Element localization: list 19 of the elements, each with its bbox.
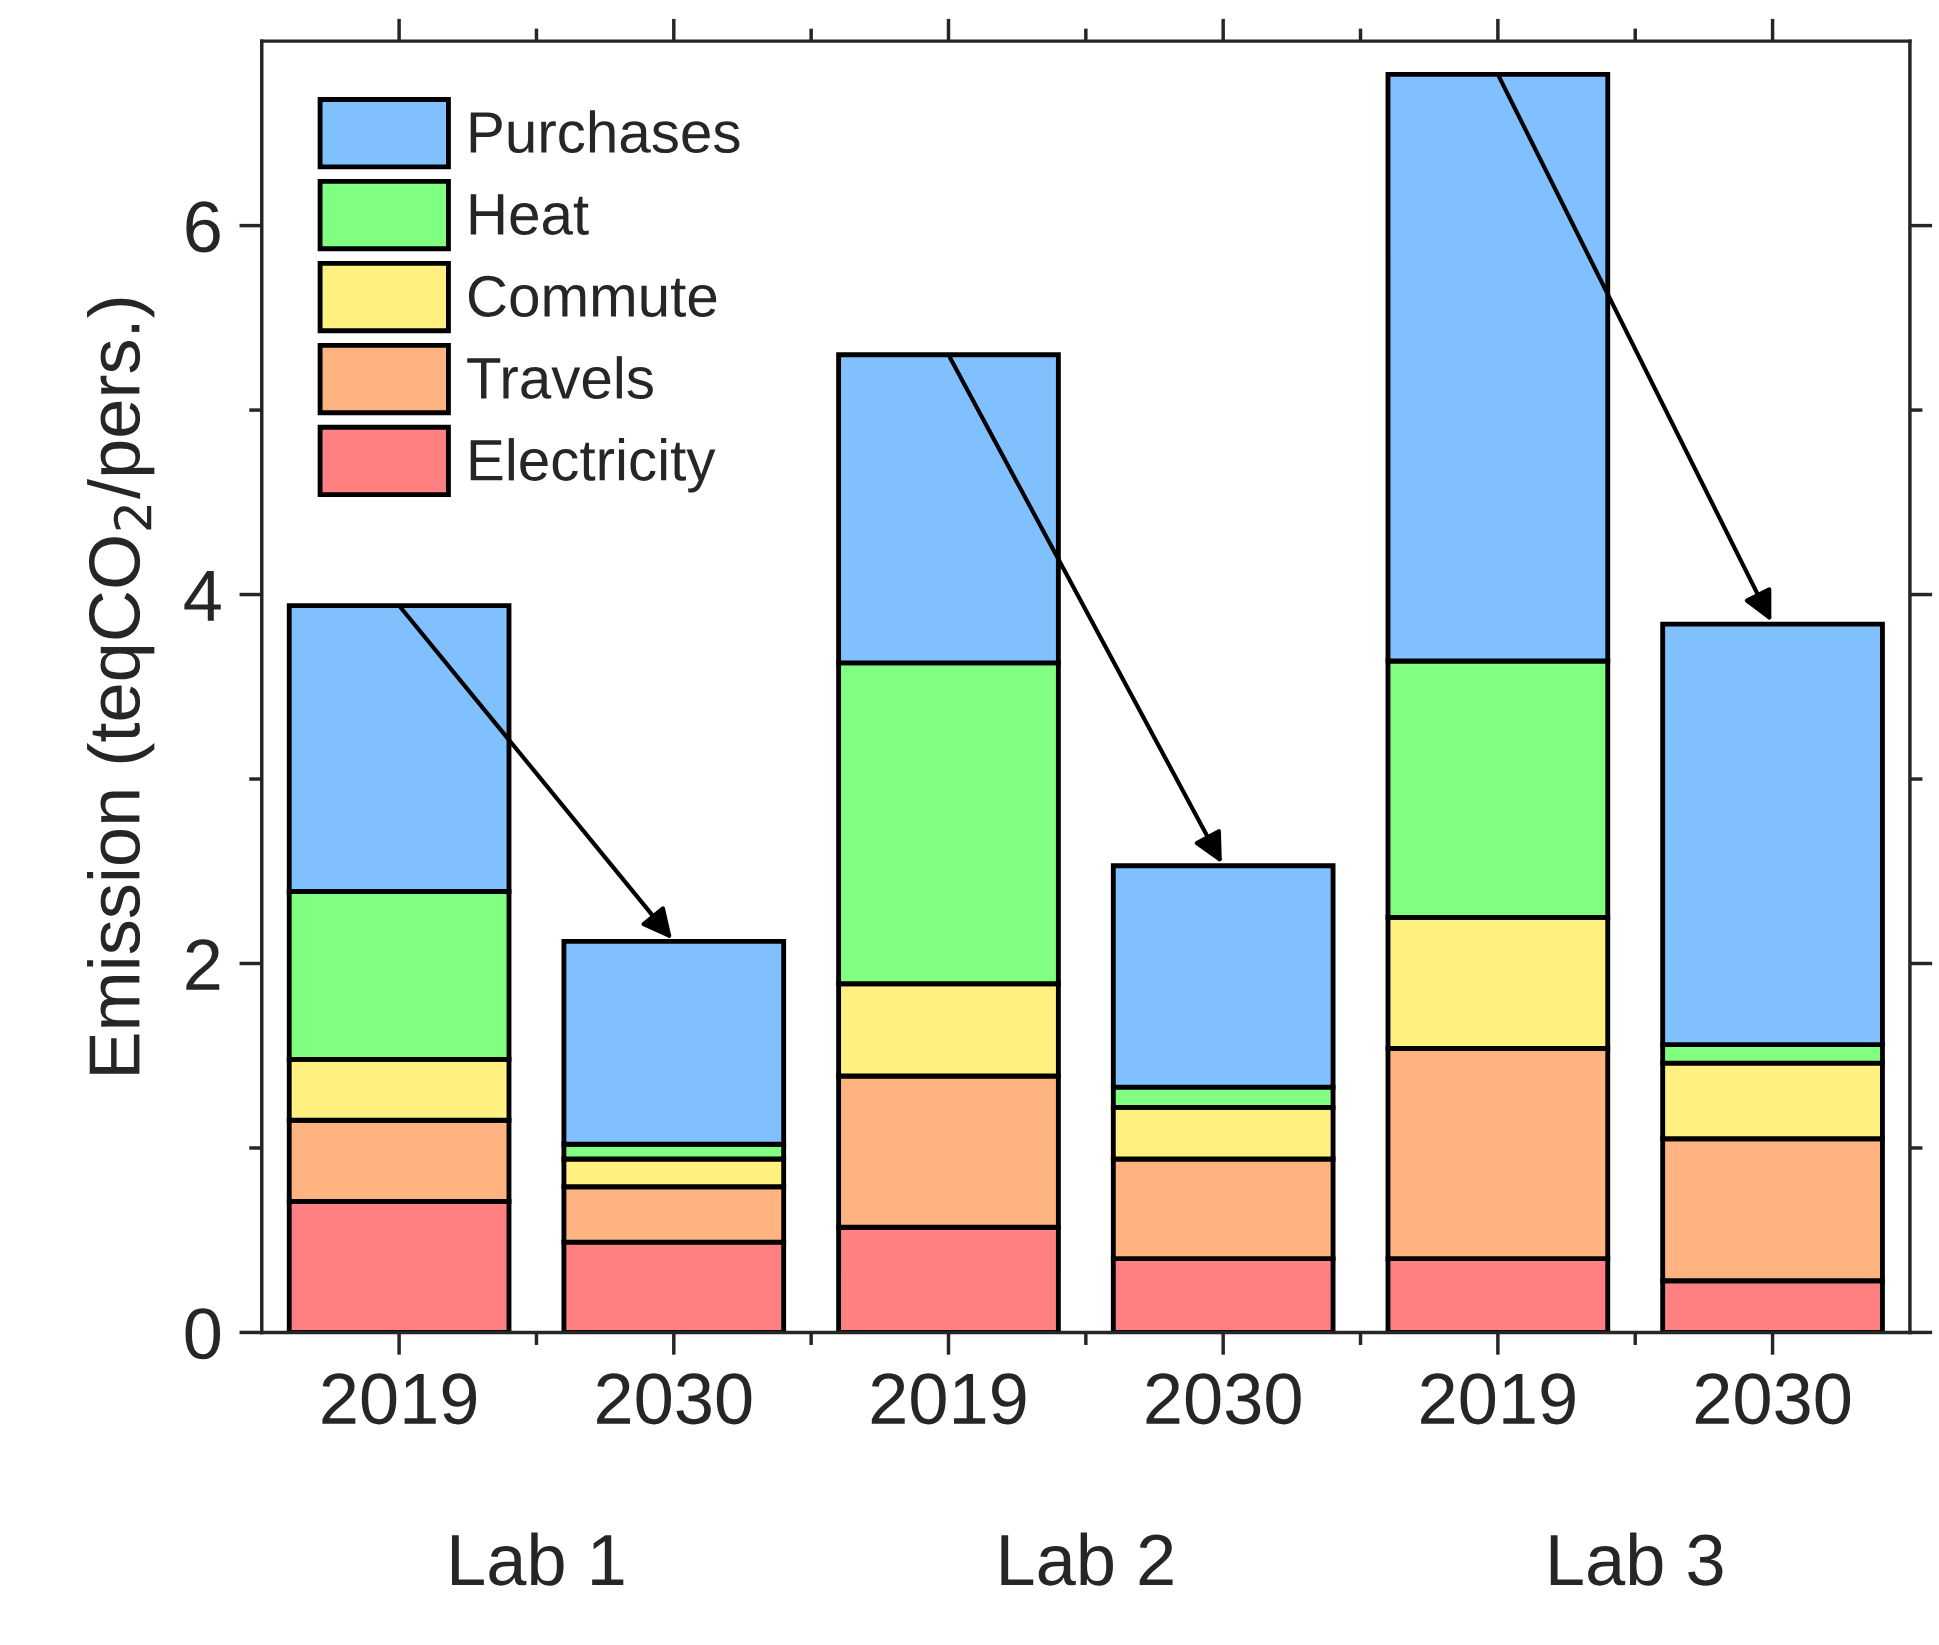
- legend-label: Heat: [470, 194, 589, 236]
- x-tick-label: 2030: [1695, 1373, 1851, 1425]
- legend-label: Electricity: [470, 438, 716, 493]
- x-tick-label: 2019: [322, 1373, 477, 1425]
- x-tick-label: 2030: [1146, 1373, 1301, 1425]
- y-tick-label: 4: [184, 571, 221, 621]
- text: Lab 1: [452, 1532, 624, 1586]
- x-tick-label: 2019: [1421, 1373, 1575, 1425]
- y-tick-label: 0: [185, 1308, 221, 1360]
- y-tick-label: 2: [186, 939, 220, 990]
- legend-label: Commute: [468, 275, 717, 318]
- legend-label: Purchases: [470, 110, 740, 154]
- legend-label: Travels: [467, 356, 653, 399]
- x-tick-label: 2019: [871, 1373, 1026, 1425]
- y-tick-label: 6: [186, 201, 220, 253]
- text: Lab 3: [1550, 1532, 1723, 1586]
- text: Lab 2: [1001, 1532, 1173, 1586]
- x-tick-label: 2030: [597, 1373, 752, 1425]
- y-axis-title: Emission (teqCO$_{2}$/pers.): [87, 298, 155, 1074]
